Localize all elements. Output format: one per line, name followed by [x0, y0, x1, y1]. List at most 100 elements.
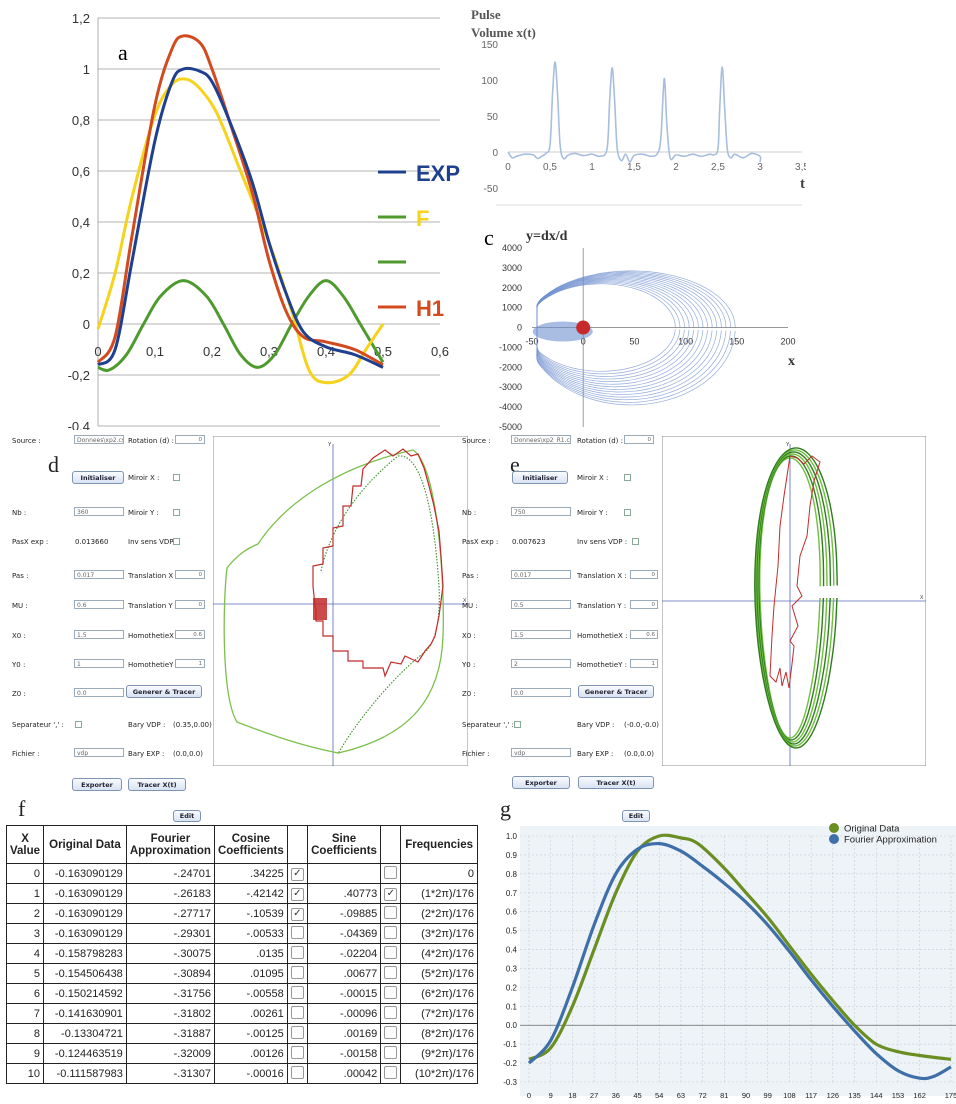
export-button-e[interactable]: Exporter [512, 776, 570, 789]
rotation-field[interactable]: 0 [175, 435, 205, 444]
bary-exp-value-e: (0.0,0.0) [624, 750, 654, 758]
table-row[interactable]: 4 -0.158798283 -.30075.0135 -.02204 (4*2π)/1… [5, 943, 478, 964]
mirror-x-checkbox[interactable] [173, 474, 180, 481]
ty-field-e[interactable]: 0 [630, 600, 658, 609]
x-tick-label-g: 117 [805, 1091, 817, 1100]
chart-b-title-1: Pulse [471, 7, 501, 22]
cosine-checkbox[interactable]: ✓ [290, 867, 304, 881]
generate-button-e[interactable]: Generer & Tracer [578, 685, 654, 698]
cosine-checkbox[interactable] [290, 965, 304, 979]
cosine-checkbox[interactable]: ✓ [290, 887, 304, 901]
cosine-checkbox[interactable] [290, 1005, 304, 1019]
table-row[interactable]: 3 -0.163090129 -.29301 -.00533 -.04369 (3*2π)… [5, 923, 478, 944]
sine-checkbox[interactable] [384, 1065, 398, 1079]
table-row[interactable]: 5 -0.154506438 -.30894.01095 .00677 (5*2π)/1… [5, 963, 478, 984]
mu-field[interactable]: 0.6 [74, 600, 124, 609]
source-field-e[interactable]: Donnees\xp2_R1.csv [511, 435, 571, 444]
cosine-checkbox[interactable] [290, 925, 304, 939]
sine-checkbox[interactable] [384, 925, 398, 939]
edit-button-g[interactable]: Edit [622, 810, 650, 822]
fichier-field-e[interactable]: vdp [511, 748, 571, 757]
cosine-checkbox[interactable] [290, 945, 304, 959]
y-tick-label-g: 0.0 [506, 1021, 518, 1030]
table-header-cell[interactable] [286, 825, 308, 864]
init-button[interactable]: Initialiser [72, 471, 124, 484]
z0-field-e[interactable]: 0.0 [511, 688, 571, 697]
table-header-cell[interactable]: Sine Coefficients [306, 825, 382, 864]
table-header-cell[interactable]: X Value [5, 825, 45, 864]
mirror-y-checkbox-e[interactable] [624, 509, 631, 516]
x0-field[interactable]: 1.5 [74, 630, 124, 639]
init-button-e[interactable]: Initialiser [512, 471, 568, 484]
source-field[interactable]: Donnees\xp2.csv [74, 435, 124, 444]
hy-field-e[interactable]: 1 [630, 659, 658, 668]
z0-field[interactable]: 0.0 [74, 688, 124, 697]
pas-field-e[interactable]: 0.017 [511, 570, 571, 579]
table-row[interactable]: 1 -0.163090129 -.26183 -.42142 ✓ .40773 ✓ (1*2π… [5, 883, 478, 904]
x-tick-label-g: 135 [848, 1091, 861, 1100]
rotation-field-e[interactable]: 0 [624, 435, 654, 444]
table-header-cell[interactable]: Frequencies [400, 825, 478, 864]
table-row[interactable]: 6 -0.150214592 -.31756 -.00558 -.00015 (6*2π)… [5, 983, 478, 1004]
fichier-field[interactable]: vdp [74, 748, 124, 757]
edit-button-f[interactable]: Edit [173, 810, 201, 822]
table-row[interactable]: 8 -0.13304721 -.31887 -.00125 .00169 (8*2π)/1… [5, 1023, 478, 1044]
table-header-cell[interactable] [380, 825, 402, 864]
table-header-cell[interactable]: Original Data [43, 825, 127, 864]
table-row[interactable]: 7 -0.141630901 -.31802.00261 -.00096 (7*2π)/… [5, 1003, 478, 1024]
sine-checkbox[interactable] [384, 1045, 398, 1059]
cosine-checkbox-cell [286, 1043, 308, 1064]
table-row[interactable]: 9 -0.124463519 -.32009.00126 -.00158 (9*2π)/… [5, 1043, 478, 1064]
vdp-cycle-e [755, 449, 835, 747]
axis-y-label-d: Y [328, 442, 332, 448]
cosine-checkbox[interactable] [290, 985, 304, 999]
cosine-checkbox[interactable] [290, 1045, 304, 1059]
table-header-cell[interactable]: Cosine Coefficients [213, 825, 288, 864]
mirror-x-checkbox-e[interactable] [624, 474, 631, 481]
tx-field-e[interactable]: 0 [630, 570, 658, 579]
rotation-label: Rotation (d) : [128, 437, 174, 445]
exp-trace-d [312, 448, 444, 678]
sine-checkbox[interactable] [384, 1025, 398, 1039]
inv-checkbox-e[interactable] [632, 538, 639, 545]
x0-field-e[interactable]: 1.5 [511, 630, 571, 639]
mirror-y-label: Miroir Y : [128, 509, 159, 517]
sine-checkbox[interactable]: ✓ [384, 887, 398, 901]
exp-trace-e [769, 455, 821, 689]
sine-checkbox[interactable] [384, 965, 398, 979]
table-row[interactable]: 0 -0.163090129 -.24701.34225 ✓ 0 [5, 863, 478, 884]
cosine-checkbox[interactable]: ✓ [290, 907, 304, 921]
trace-button-e[interactable]: Tracer X(t) [578, 776, 654, 789]
table-row[interactable]: 10 -0.111587983 -.31307 -.00016 .00042 (10*2π… [5, 1063, 478, 1084]
nb-field-e[interactable]: 750 [511, 507, 571, 516]
inv-checkbox[interactable] [173, 538, 180, 545]
hx-field[interactable]: 0.6 [175, 630, 205, 639]
ty-field[interactable]: 0 [175, 600, 205, 609]
hy-field[interactable]: 1 [175, 659, 205, 668]
mirror-y-checkbox[interactable] [173, 509, 180, 516]
table-cell-x: 6 [5, 983, 45, 1004]
cosine-checkbox[interactable] [290, 1025, 304, 1039]
y0-field-e[interactable]: 2 [511, 659, 571, 668]
hx-field-e[interactable]: 0.6 [630, 630, 658, 639]
y0-field[interactable]: 1 [74, 659, 124, 668]
sine-checkbox[interactable] [384, 905, 398, 919]
sine-checkbox[interactable] [384, 865, 398, 879]
export-button[interactable]: Exporter [72, 778, 122, 791]
tx-field[interactable]: 0 [175, 570, 205, 579]
pas-field[interactable]: 0.017 [74, 570, 124, 579]
table-row[interactable]: 2 -0.163090129 -.27717 -.10539 ✓ -.09885 (2*2π… [5, 903, 478, 924]
sine-checkbox[interactable] [384, 985, 398, 999]
sine-checkbox[interactable] [384, 945, 398, 959]
table-cell-sin [306, 863, 382, 884]
table-header-cell[interactable]: Fourier Approximation [125, 825, 215, 864]
cosine-checkbox[interactable] [290, 1065, 304, 1079]
separator-checkbox-e[interactable] [514, 721, 521, 728]
mu-field-e[interactable]: 0.5 [511, 600, 571, 609]
table-header-row: X Value Original Data Fourier Approximatio… [5, 825, 478, 864]
trace-button[interactable]: Tracer X(t) [128, 778, 186, 791]
nb-field[interactable]: 360 [74, 507, 124, 516]
sine-checkbox[interactable] [384, 1005, 398, 1019]
separator-checkbox[interactable] [75, 721, 82, 728]
generate-button[interactable]: Generer & Tracer [126, 685, 202, 698]
